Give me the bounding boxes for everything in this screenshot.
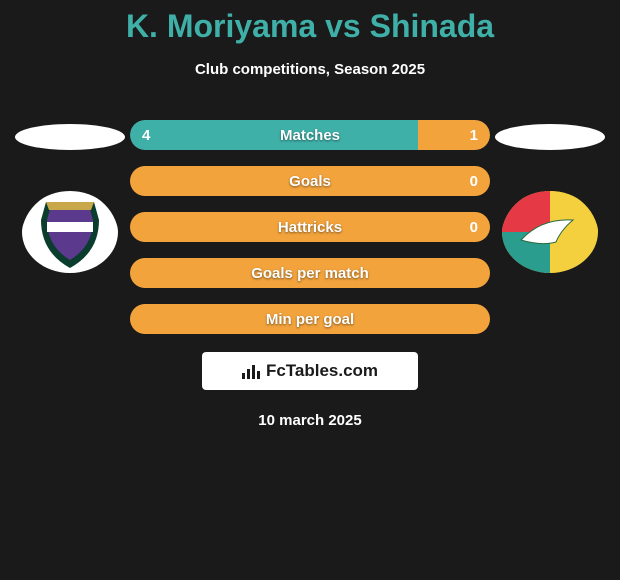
branding-badge[interactable]: FcTables.com	[202, 352, 418, 390]
shield-icon	[21, 190, 119, 274]
stat-label: Matches	[130, 120, 490, 150]
subtitle: Club competitions, Season 2025	[195, 61, 425, 78]
stat-label: Hattricks	[130, 212, 490, 242]
player-right-badge	[501, 190, 599, 274]
stat-bar: Min per goal	[130, 304, 490, 334]
stat-value-right: 0	[470, 166, 478, 196]
stat-bar: Goals per match	[130, 258, 490, 288]
player-right-avatar	[495, 124, 605, 150]
stat-value-right: 0	[470, 212, 478, 242]
branding-text: FcTables.com	[266, 361, 378, 381]
stat-label: Min per goal	[130, 304, 490, 334]
player-left-col	[10, 120, 130, 274]
stat-bar: Matches4 1	[130, 120, 490, 150]
chart-bars-icon	[242, 363, 262, 379]
player-right-col	[490, 120, 610, 274]
stats-bars: Matches41Goals0Hattricks0Goals per match…	[130, 120, 490, 334]
comparison-card: K. Moriyama vs Shinada Club competitions…	[0, 0, 620, 429]
player-left-avatar	[15, 124, 125, 150]
main-row: Matches41Goals0Hattricks0Goals per match…	[0, 120, 620, 334]
stat-label: Goals per match	[130, 258, 490, 288]
stat-value-right: 1	[470, 120, 478, 150]
club-badge-icon	[501, 190, 599, 274]
stat-value-left: 4	[142, 120, 150, 150]
date-text: 10 march 2025	[258, 412, 361, 429]
stat-bar: Hattricks0	[130, 212, 490, 242]
player-left-badge	[21, 190, 119, 274]
stat-bar: Goals0	[130, 166, 490, 196]
page-title: K. Moriyama vs Shinada	[126, 8, 494, 45]
stat-label: Goals	[130, 166, 490, 196]
